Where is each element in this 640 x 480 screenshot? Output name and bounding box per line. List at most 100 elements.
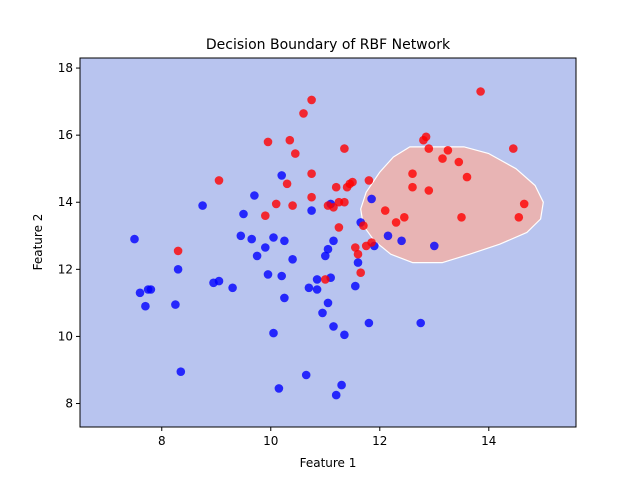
y-tick-label: 16: [58, 128, 73, 142]
data-point: [424, 144, 434, 153]
data-point: [397, 236, 406, 246]
data-point: [171, 300, 180, 309]
data-point: [263, 270, 273, 279]
data-point: [173, 265, 183, 274]
data-point: [277, 271, 287, 281]
data-point: [383, 231, 393, 241]
data-point: [261, 243, 270, 252]
data-point: [351, 243, 360, 252]
x-tick-label: 8: [158, 434, 166, 448]
data-point: [173, 246, 183, 256]
data-point: [130, 234, 139, 244]
x-tick-label: 12: [372, 434, 387, 448]
data-point: [348, 177, 357, 187]
y-axis-label: Feature 2: [31, 214, 45, 271]
data-point: [198, 201, 207, 210]
data-point: [323, 298, 333, 308]
data-point: [299, 109, 308, 118]
data-point: [236, 231, 246, 241]
data-point: [337, 380, 346, 390]
data-point: [280, 236, 289, 246]
data-point: [263, 137, 273, 147]
data-point: [353, 258, 363, 267]
data-point: [364, 176, 374, 185]
data-point: [364, 318, 374, 328]
data-point: [307, 95, 316, 105]
plot-area: 8 10 12 14 8 10 12 14 16 18: [58, 57, 577, 448]
data-point: [285, 135, 295, 145]
y-tick-label: 12: [58, 262, 73, 276]
data-point: [421, 132, 431, 142]
data-point: [454, 157, 464, 167]
data-point: [271, 199, 281, 209]
data-point: [408, 169, 417, 178]
x-tick-label: 10: [263, 434, 278, 448]
data-point: [307, 206, 316, 215]
data-point: [329, 236, 338, 246]
data-point: [340, 144, 349, 153]
data-point: [340, 197, 349, 207]
data-point: [329, 322, 338, 331]
data-point: [321, 251, 330, 261]
data-point: [519, 199, 529, 209]
data-point: [307, 169, 316, 178]
data-point: [457, 213, 466, 222]
data-point: [353, 249, 363, 259]
data-point: [141, 301, 150, 311]
data-point: [247, 234, 256, 244]
data-point: [438, 154, 447, 163]
data-point: [228, 283, 237, 293]
axes-frame: [79, 57, 577, 428]
data-point: [250, 191, 259, 200]
decision-region-class-1: [360, 146, 544, 264]
data-point: [318, 308, 327, 318]
data-point: [391, 218, 401, 227]
data-point: [321, 275, 330, 284]
data-point: [307, 192, 316, 202]
data-point: [269, 328, 278, 338]
data-point: [424, 186, 434, 195]
data-point: [430, 241, 439, 251]
data-point: [514, 213, 524, 222]
data-point: [282, 179, 292, 189]
data-point: [288, 201, 297, 210]
data-point: [416, 318, 426, 328]
x-axis-label: Feature 1: [300, 456, 357, 470]
data-point: [323, 244, 333, 254]
data-point: [340, 330, 349, 340]
data-point: [214, 176, 224, 185]
data-point: [367, 238, 376, 247]
data-point: [274, 384, 284, 393]
data-point: [261, 211, 270, 220]
y-tick-label: 14: [58, 195, 73, 209]
data-point: [356, 268, 366, 278]
data-point: [351, 281, 360, 291]
data-point: [301, 370, 311, 380]
data-point: [304, 283, 314, 293]
data-point: [329, 203, 338, 212]
data-point: [214, 276, 224, 286]
data-point: [291, 149, 300, 158]
data-point: [380, 206, 390, 215]
y-tick-label: 8: [65, 397, 73, 411]
data-point: [334, 223, 344, 232]
data-point: [331, 182, 341, 192]
data-point: [331, 390, 341, 400]
data-point: [408, 182, 417, 192]
data-point: [443, 146, 453, 155]
chart-title: Decision Boundary of RBF Network: [206, 37, 451, 53]
data-point: [252, 251, 262, 261]
data-point: [269, 233, 278, 242]
data-point: [239, 209, 248, 219]
data-point: [312, 285, 322, 294]
data-point: [476, 87, 485, 96]
data-point: [176, 367, 186, 377]
data-point: [288, 254, 297, 264]
data-point: [312, 275, 322, 284]
y-tick-label: 10: [58, 329, 73, 343]
data-point: [509, 144, 518, 153]
data-point: [280, 293, 289, 303]
data-point: [359, 221, 368, 230]
data-point: [146, 285, 156, 294]
